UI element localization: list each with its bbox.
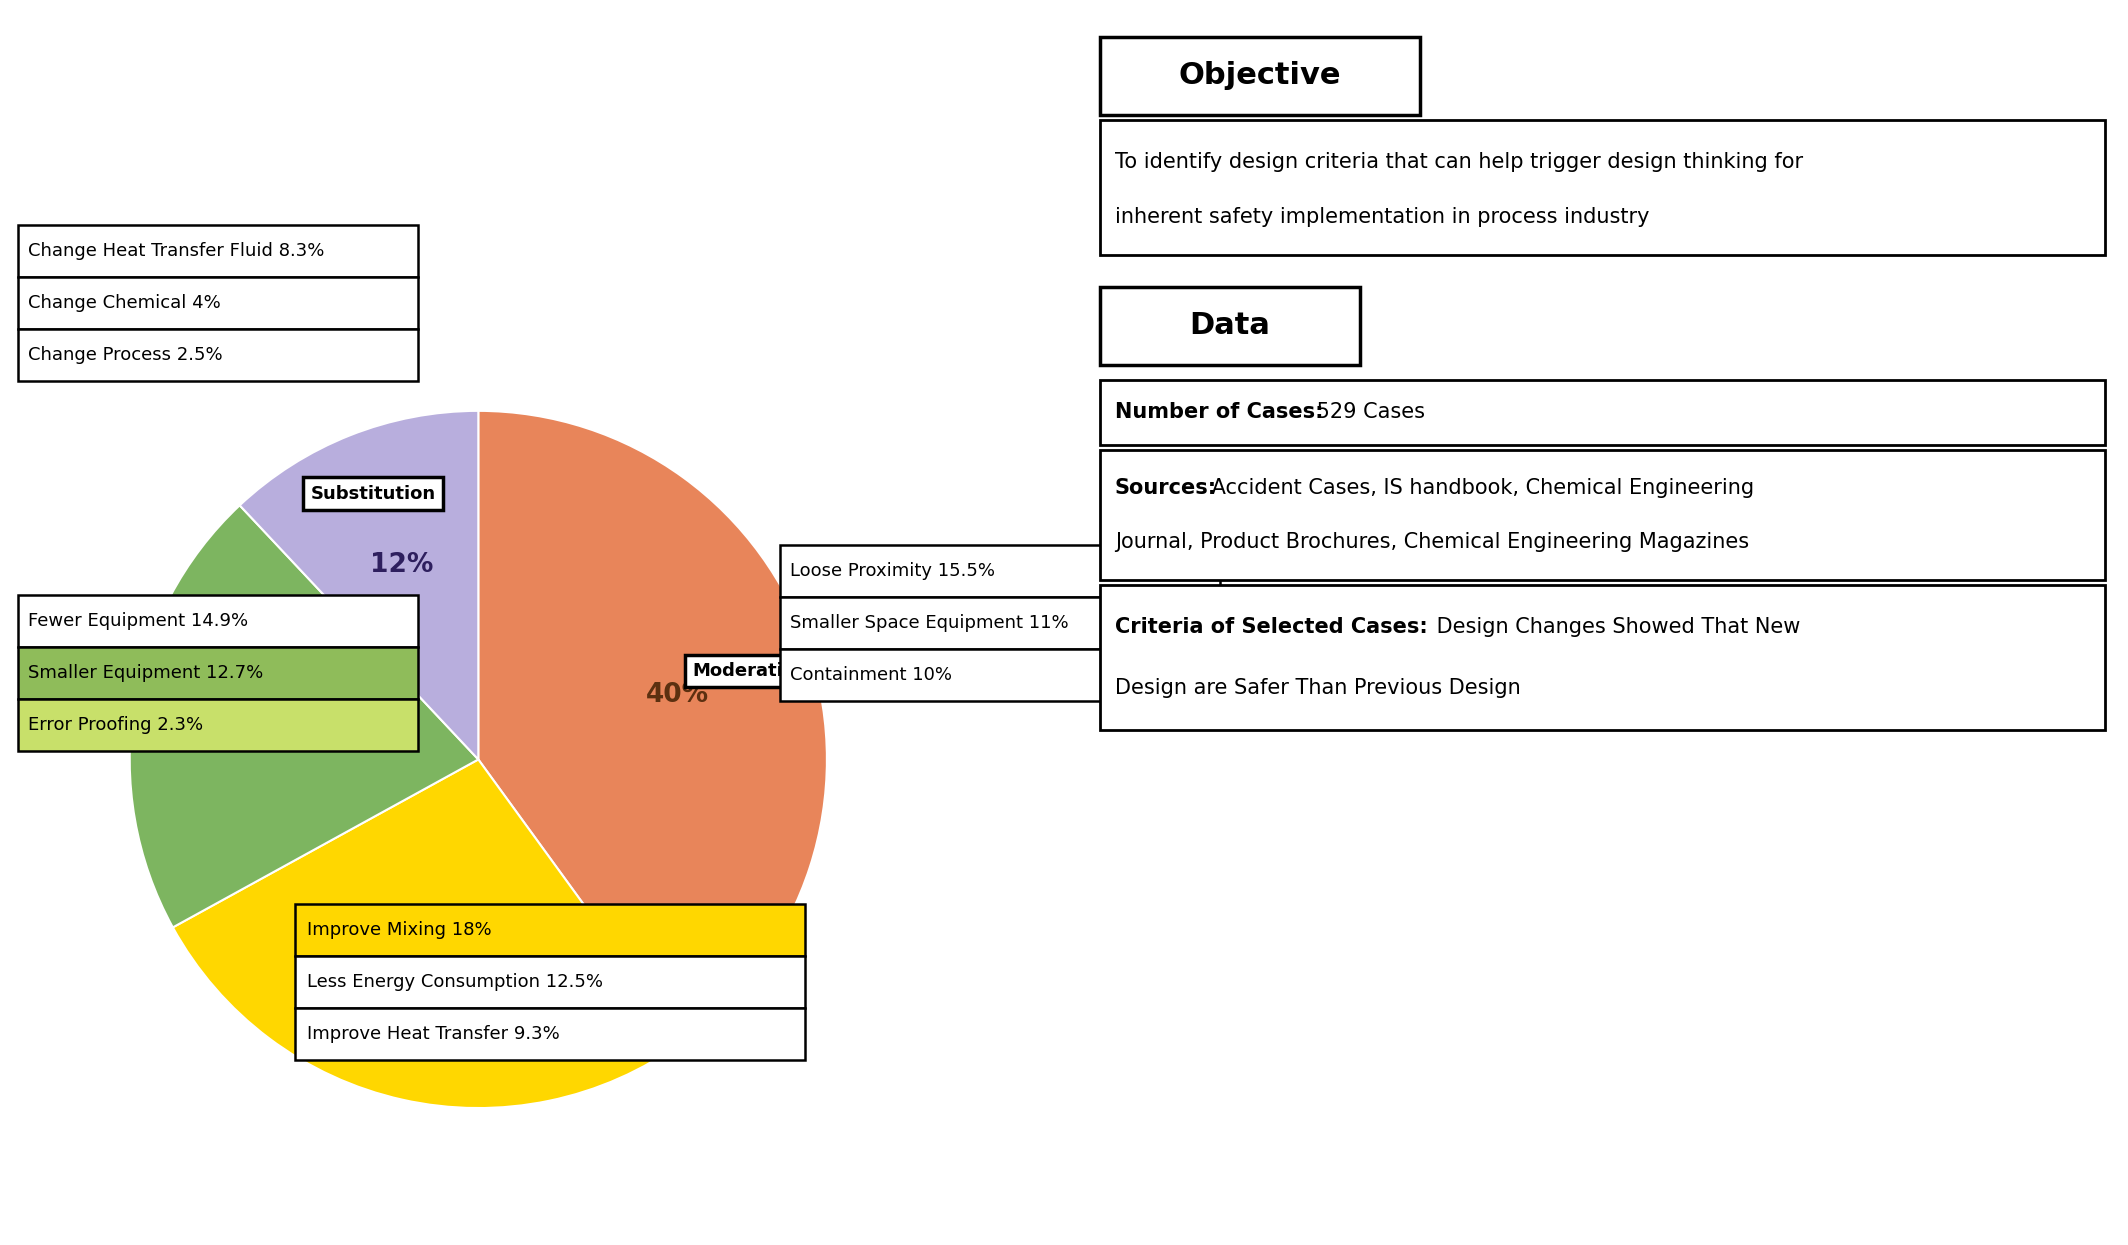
Text: Change Chemical 4%: Change Chemical 4% [28, 294, 221, 312]
Bar [296, 904, 804, 956]
Bar [1100, 449, 2105, 580]
Text: 529 Cases: 529 Cases [1311, 402, 1426, 422]
Text: Substitution: Substitution [311, 484, 436, 503]
Text: Improve Mixing 18%: Improve Mixing 18% [306, 921, 492, 939]
Text: Design Changes Showed That New: Design Changes Showed That New [1430, 618, 1800, 637]
Text: Accident Cases, IS handbook, Chemical Engineering: Accident Cases, IS handbook, Chemical En… [1204, 478, 1753, 498]
Text: Fewer Equipment 14.9%: Fewer Equipment 14.9% [28, 613, 249, 630]
Text: Simplification: Simplification [126, 706, 266, 723]
Text: Criteria of Selected Cases:: Criteria of Selected Cases: [1115, 618, 1428, 637]
Text: Moderation: Moderation [692, 662, 809, 680]
Wedge shape [240, 411, 479, 759]
Text: inherent safety implementation in process industry: inherent safety implementation in proces… [1115, 207, 1649, 227]
Bar [17, 276, 417, 329]
Text: Smaller Space Equipment 11%: Smaller Space Equipment 11% [789, 614, 1068, 632]
Bar [781, 545, 1219, 598]
Text: Containment 10%: Containment 10% [789, 666, 951, 684]
Bar [1100, 585, 2105, 730]
Text: Change Heat Transfer Fluid 8.3%: Change Heat Transfer Fluid 8.3% [28, 242, 323, 260]
Bar [17, 225, 417, 276]
Text: Loose Proximity 15.5%: Loose Proximity 15.5% [789, 561, 996, 580]
Bar [1100, 380, 2105, 444]
Wedge shape [130, 505, 479, 928]
Text: Sources:: Sources: [1115, 478, 1217, 498]
Text: Minimization: Minimization [351, 1030, 481, 1047]
Text: 40%: 40% [645, 682, 709, 708]
Bar [17, 329, 417, 381]
Text: Error Proofing 2.3%: Error Proofing 2.3% [28, 716, 202, 735]
Text: Journal, Product Brochures, Chemical Engineering Magazines: Journal, Product Brochures, Chemical Eng… [1115, 532, 1749, 552]
Text: Objective: Objective [1179, 61, 1341, 91]
Text: Change Process 2.5%: Change Process 2.5% [28, 346, 223, 364]
Bar [781, 649, 1219, 701]
Bar [296, 956, 804, 1008]
Text: Improve Heat Transfer 9.3%: Improve Heat Transfer 9.3% [306, 1025, 560, 1043]
Text: Design are Safer Than Previous Design: Design are Safer Than Previous Design [1115, 679, 1522, 698]
Text: 27%: 27% [400, 951, 464, 976]
Bar [1100, 288, 1360, 365]
Wedge shape [479, 411, 828, 1042]
Text: Smaller Equipment 12.7%: Smaller Equipment 12.7% [28, 664, 264, 682]
Bar [1100, 37, 1419, 115]
Text: Number of Cases:: Number of Cases: [1115, 402, 1324, 422]
Bar [296, 1008, 804, 1059]
Bar [17, 647, 417, 698]
Text: To identify design criteria that can help trigger design thinking for: To identify design criteria that can hel… [1115, 152, 1802, 172]
Wedge shape [172, 759, 683, 1108]
Text: 21%: 21% [240, 713, 304, 740]
Bar [17, 595, 417, 647]
Text: Less Energy Consumption 12.5%: Less Energy Consumption 12.5% [306, 974, 602, 991]
Bar [17, 698, 417, 751]
Bar [781, 598, 1219, 649]
Text: Data: Data [1190, 311, 1270, 340]
Text: 12%: 12% [370, 552, 432, 578]
Bar [1100, 120, 2105, 255]
